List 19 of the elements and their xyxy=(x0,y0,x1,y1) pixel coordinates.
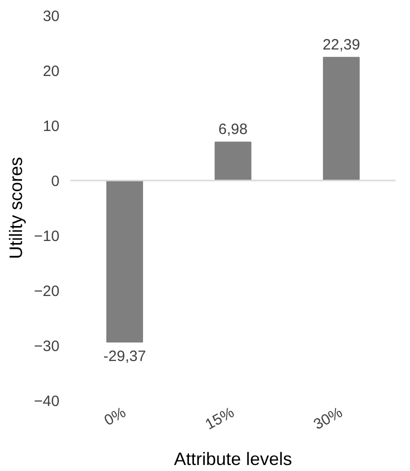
data-label: 22,39 xyxy=(322,36,360,54)
bar xyxy=(214,142,252,181)
y-tick-label: 10 xyxy=(42,118,60,135)
data-label: -29,37 xyxy=(103,348,146,366)
data-label: 6,98 xyxy=(218,121,248,138)
y-tick-label: −10 xyxy=(34,228,60,245)
x-tick-label: 15% xyxy=(202,404,238,434)
y-tick-label: 20 xyxy=(42,63,60,80)
y-tick-label: 30 xyxy=(42,8,60,25)
x-axis-title: Attribute levels xyxy=(174,448,292,469)
x-tick-label: 0% xyxy=(102,404,129,430)
y-tick-label: 0 xyxy=(51,173,60,190)
y-axis-title: Utility scores xyxy=(6,156,26,260)
y-tick-label: −30 xyxy=(34,338,60,355)
x-tick-label: 30% xyxy=(310,404,346,434)
y-tick-label: −40 xyxy=(34,393,60,410)
bar xyxy=(322,56,360,181)
bar xyxy=(106,180,144,343)
y-tick-label: −20 xyxy=(34,283,60,300)
